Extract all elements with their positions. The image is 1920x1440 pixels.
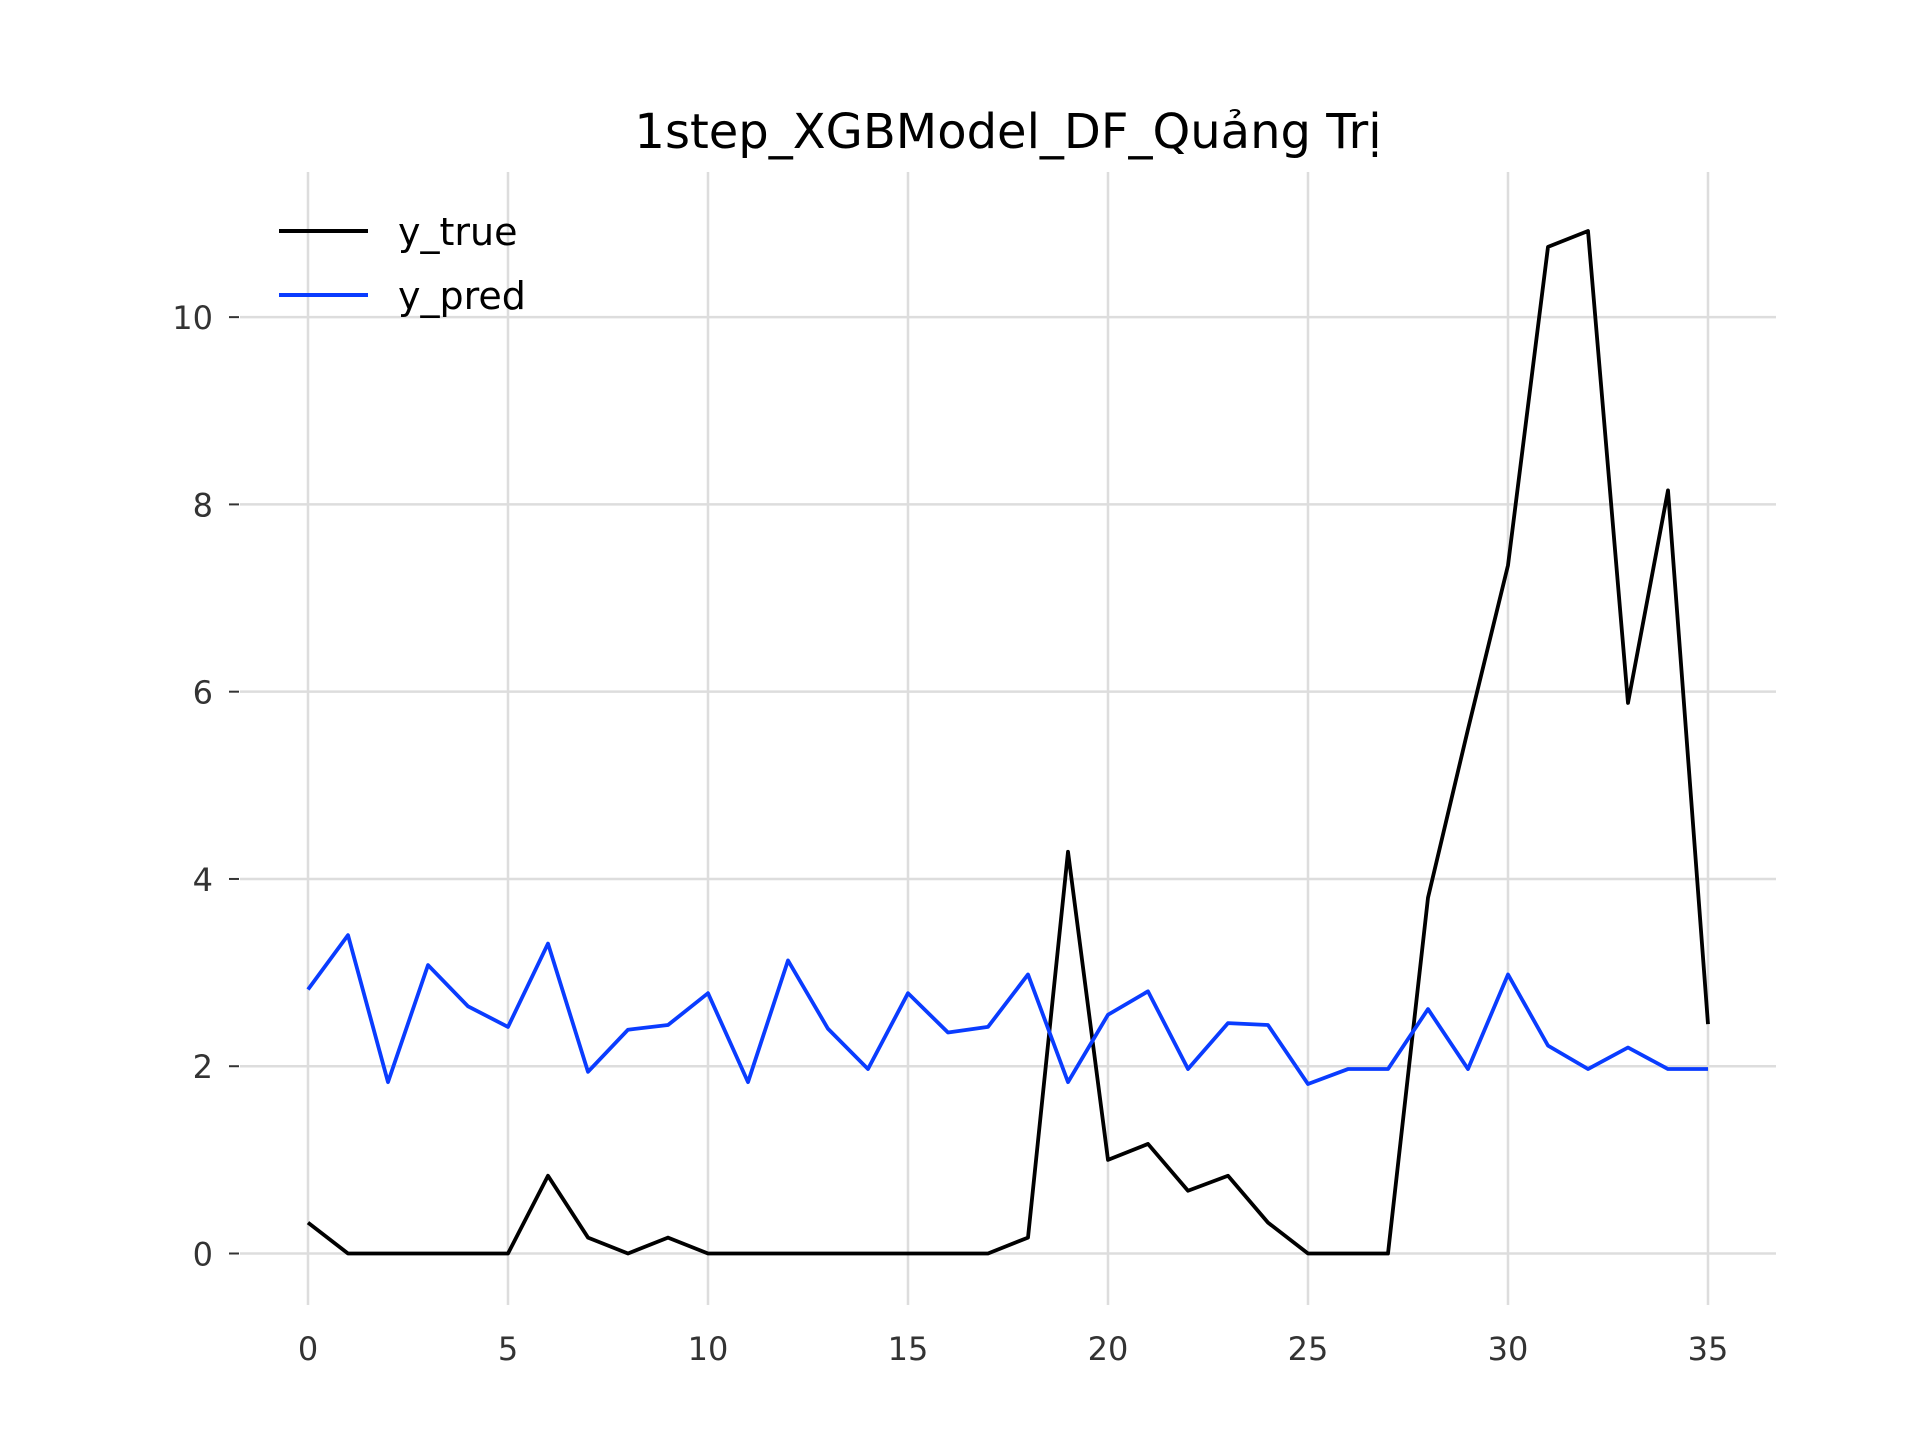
series-line-y-pred — [306, 933, 1708, 1086]
legend: y_true y_pred — [279, 210, 526, 318]
legend-label-y-true: y_true — [398, 210, 517, 254]
y-tick-label-10: 10 — [172, 299, 213, 337]
x-tick-label-20: 20 — [1088, 1330, 1129, 1368]
y-tick-label-0: 0 — [193, 1236, 213, 1274]
x-tick-label-10: 10 — [688, 1330, 729, 1368]
y-tick-label-2: 2 — [193, 1048, 213, 1086]
legend-label-y-pred: y_pred — [398, 274, 526, 318]
x-tick-label-5: 5 — [498, 1330, 518, 1368]
y-tick-label-8: 8 — [193, 486, 213, 524]
series-line-y-true — [306, 229, 1710, 1256]
x-tick-label-15: 15 — [888, 1330, 929, 1368]
x-tick-label-0: 0 — [298, 1330, 318, 1368]
y-gridlines — [240, 315, 1776, 1255]
y-tick-label-6: 6 — [193, 674, 213, 712]
x-gridlines — [306, 172, 1710, 1305]
x-tick-label-30: 30 — [1488, 1330, 1529, 1368]
series-layer — [306, 229, 1710, 1256]
x-axis: 0 5 10 15 20 25 30 35 — [298, 1330, 1729, 1368]
y-axis: 0 2 4 6 8 10 — [172, 299, 239, 1274]
x-tick-label-25: 25 — [1288, 1330, 1329, 1368]
y-tick-label-4: 4 — [193, 861, 213, 899]
chart-title: 1step_XGBModel_DF_Quảng Trị — [634, 104, 1381, 160]
x-tick-label-35: 35 — [1688, 1330, 1729, 1368]
